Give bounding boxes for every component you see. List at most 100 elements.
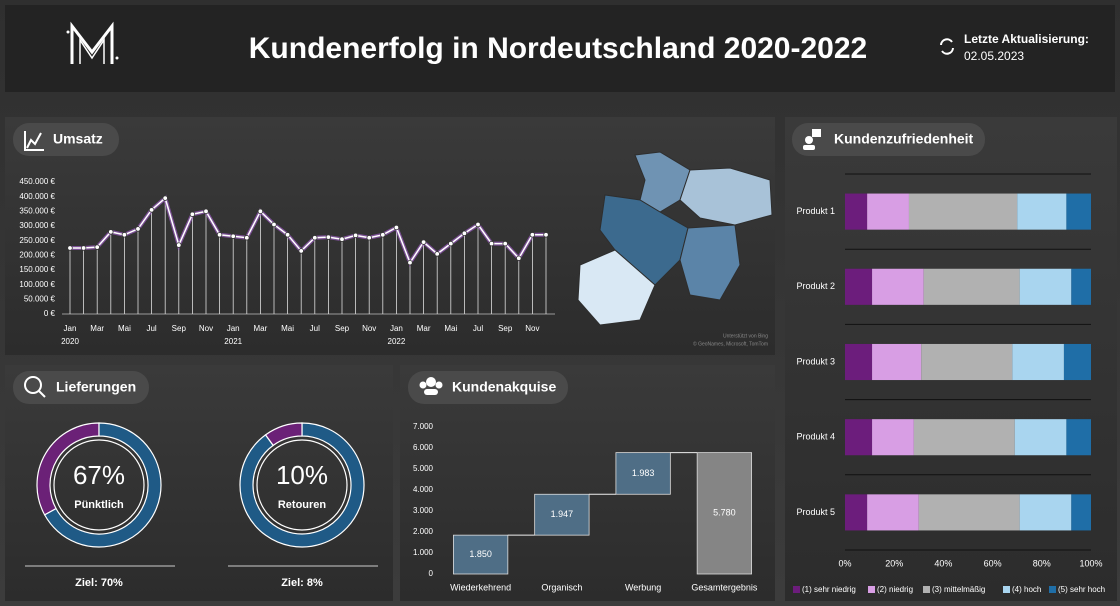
point xyxy=(352,232,359,239)
legend-swatch xyxy=(1003,586,1010,593)
x-tick-label: Gesamtergebnis xyxy=(691,582,758,592)
bar xyxy=(696,452,752,575)
map-credit: Unterstützt von Bing xyxy=(723,333,768,339)
map-region xyxy=(679,224,741,301)
y-tick-label: 200.000 € xyxy=(19,250,55,259)
legend-swatch xyxy=(793,586,800,593)
title-pill xyxy=(408,371,568,404)
point xyxy=(94,244,100,250)
bar-segment xyxy=(867,193,909,230)
y-tick-label: Produkt 2 xyxy=(796,281,835,291)
x-tick-label: Nov xyxy=(525,324,539,333)
bar-segment xyxy=(845,419,873,456)
point xyxy=(298,248,304,254)
y-tick-label: Produkt 4 xyxy=(796,432,835,442)
legend-label: (3) mittelmäßig xyxy=(932,585,985,594)
point xyxy=(475,221,481,228)
point xyxy=(434,251,440,257)
point xyxy=(502,240,508,247)
bar-segment xyxy=(872,268,924,305)
x-tick-label: 20% xyxy=(885,558,903,568)
point xyxy=(257,208,264,215)
point xyxy=(135,226,141,232)
bar-segment xyxy=(845,343,873,381)
y-tick-label: 100.000 € xyxy=(19,280,55,289)
bar-segment xyxy=(1071,268,1091,305)
bar-segment xyxy=(845,494,868,531)
bar-segment xyxy=(923,268,1020,305)
point xyxy=(380,232,386,238)
y-tick-label: 300.000 € xyxy=(19,221,55,230)
map-region xyxy=(634,151,691,213)
map-region xyxy=(577,249,656,326)
point xyxy=(366,235,372,241)
bar-segment xyxy=(872,343,922,381)
point xyxy=(230,233,236,239)
target-label: Ziel: 8% xyxy=(281,577,323,589)
title: Kundenerfolg in Nordeutschland 2020-2022 xyxy=(249,32,867,65)
bar-segment xyxy=(1019,268,1072,305)
x-tick-label: Jul xyxy=(146,324,156,333)
point xyxy=(393,224,400,231)
x-tick-label: Mar xyxy=(90,324,104,333)
data-label: 5.780 xyxy=(713,508,736,518)
legend-label: (1) sehr niedrig xyxy=(802,585,856,594)
panel-title: Lieferungen xyxy=(56,379,136,395)
donut-rest xyxy=(239,422,365,548)
donut-inner xyxy=(256,439,348,531)
legend-swatch xyxy=(868,586,875,593)
refresh-icon xyxy=(940,38,954,55)
point xyxy=(516,255,522,261)
x-group-label: 2020 xyxy=(61,337,79,346)
point xyxy=(407,259,413,266)
x-tick-label: Jul xyxy=(473,324,483,333)
point xyxy=(148,207,155,213)
bar-segment xyxy=(845,193,868,230)
bar-segment xyxy=(1066,193,1091,230)
bar-segment xyxy=(845,268,873,305)
point xyxy=(529,232,536,238)
y-tick-label: 150.000 € xyxy=(19,265,55,274)
x-tick-label: Werbung xyxy=(625,582,661,592)
donut-value: 10% xyxy=(276,460,328,490)
data-label: 1.850 xyxy=(469,549,492,559)
y-tick-label: 450.000 € xyxy=(19,177,55,186)
legend-swatch xyxy=(923,586,930,593)
legend-label: (4) hoch xyxy=(1012,585,1041,594)
x-tick-label: Jul xyxy=(310,324,320,333)
update-label: Letzte Aktualisierung: xyxy=(964,32,1089,46)
x-tick-label: 100% xyxy=(1079,558,1102,568)
point xyxy=(420,239,427,245)
panel-title: Umsatz xyxy=(53,131,103,147)
data-label: 1.947 xyxy=(551,509,574,519)
bar-segment xyxy=(908,193,1018,230)
legend-label: (5) sehr hoch xyxy=(1058,585,1105,594)
panel-title: Kundenakquise xyxy=(452,379,556,395)
point xyxy=(189,211,196,217)
x-tick-label: 0% xyxy=(838,558,851,568)
y-tick-label: Produkt 3 xyxy=(796,356,835,366)
donut-segment xyxy=(264,422,303,447)
x-tick-label: Wiederkehrend xyxy=(450,582,511,592)
icon xyxy=(24,376,46,398)
x-tick-label: Jan xyxy=(227,324,240,333)
panel xyxy=(5,365,393,601)
data-label: 1.983 xyxy=(632,468,655,478)
icon xyxy=(419,377,443,395)
point xyxy=(461,230,468,237)
x-tick-label: Mai xyxy=(281,324,294,333)
x-tick-label: Nov xyxy=(199,324,213,333)
title-pill xyxy=(13,371,149,404)
y-tick-label: 3.000 xyxy=(413,506,434,515)
point xyxy=(488,240,495,247)
x-tick-label: Sep xyxy=(498,324,513,333)
y-tick-label: 6.000 xyxy=(413,443,434,452)
map-region xyxy=(679,167,773,226)
point xyxy=(203,208,209,215)
logo xyxy=(66,21,119,64)
x-tick-label: 80% xyxy=(1033,558,1051,568)
point xyxy=(67,245,73,251)
x-tick-label: Sep xyxy=(335,324,350,333)
x-tick-label: Sep xyxy=(172,324,187,333)
